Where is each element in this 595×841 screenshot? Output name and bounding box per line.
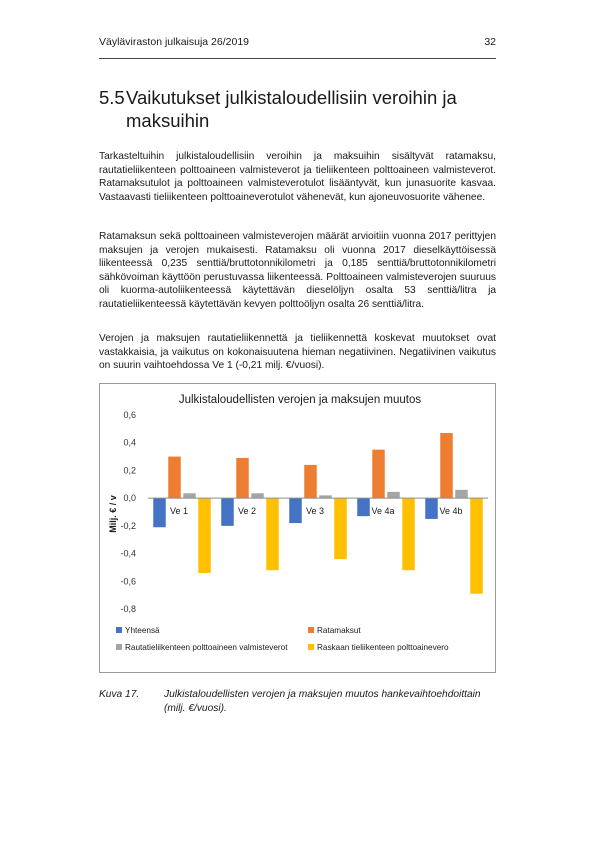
bar (198, 498, 211, 573)
caption-label: Kuva 17. (99, 689, 140, 700)
bar (387, 491, 400, 499)
section-title-line2: maksuihin (126, 110, 210, 131)
category-label: Ve 4a (371, 506, 394, 516)
y-tick-label: 0,0 (123, 493, 136, 503)
category-label: Ve 1 (170, 506, 188, 516)
bar (402, 498, 415, 571)
bar-chart: Julkistaloudellisten verojen ja maksujen… (108, 394, 488, 652)
legend-swatch (308, 644, 314, 650)
bar (455, 489, 468, 499)
category-label: Ve 4b (439, 506, 462, 516)
y-tick-label: 0,6 (123, 410, 136, 420)
legend-label: Ratamaksut (317, 626, 361, 635)
category-label: Ve 3 (306, 506, 324, 516)
page-number: 32 (484, 36, 496, 48)
y-axis-label: Milj. € / v (108, 495, 118, 533)
publication-title: Väyläviraston julkaisuja 26/2019 (99, 36, 250, 48)
chart-figure: Julkistaloudellisten verojen ja maksujen… (99, 383, 496, 673)
bar (153, 498, 166, 528)
bar (357, 498, 370, 517)
chart-title: Julkistaloudellisten verojen ja maksujen… (179, 394, 422, 406)
y-tick-label: 0,4 (123, 438, 136, 448)
bar (236, 457, 249, 499)
legend-swatch (308, 627, 314, 633)
body-paragraph: Ratamaksun sekä polttoaineen valmistever… (99, 231, 496, 310)
bar (304, 464, 317, 499)
y-tick-label: -0,8 (120, 604, 136, 614)
bar (334, 498, 347, 560)
legend-label: Raskaan tieliikenteen polttoainevero (317, 643, 449, 652)
body-paragraph: Tarkasteltuihin julkistaloudellisiin ver… (99, 151, 496, 203)
legend-label: Yhteensä (125, 626, 160, 635)
bar (372, 449, 385, 499)
section-heading: 5.5Vaikutukset julkistaloudellisiin vero… (99, 86, 499, 132)
legend-swatch (116, 644, 122, 650)
bar (168, 456, 181, 499)
header-divider (99, 58, 496, 59)
y-tick-label: -0,4 (120, 549, 136, 559)
bar (251, 493, 264, 499)
y-tick-label: 0,2 (123, 465, 136, 475)
bar (183, 493, 196, 499)
category-label: Ve 2 (238, 506, 256, 516)
section-number: 5.5 (99, 87, 125, 108)
bar (289, 498, 302, 524)
section-title-line1: Vaikutukset julkistaloudellisiin veroihi… (126, 87, 457, 108)
bar (425, 498, 438, 519)
bar (266, 498, 279, 571)
legend-swatch (116, 627, 122, 633)
bar (470, 498, 483, 594)
body-paragraph: Verojen ja maksujen rautatieliikennettä … (99, 333, 496, 372)
page-header: Väyläviraston julkaisuja 26/2019 32 (99, 36, 496, 54)
y-tick-label: -0,2 (120, 521, 136, 531)
legend-label: Rautatieliikenteen polttoaineen valmiste… (125, 643, 288, 652)
bar (221, 498, 234, 526)
bar (319, 495, 332, 499)
y-tick-label: -0,6 (120, 576, 136, 586)
caption-text: Julkistaloudellisten verojen ja maksujen… (164, 689, 481, 714)
bar (440, 433, 453, 499)
